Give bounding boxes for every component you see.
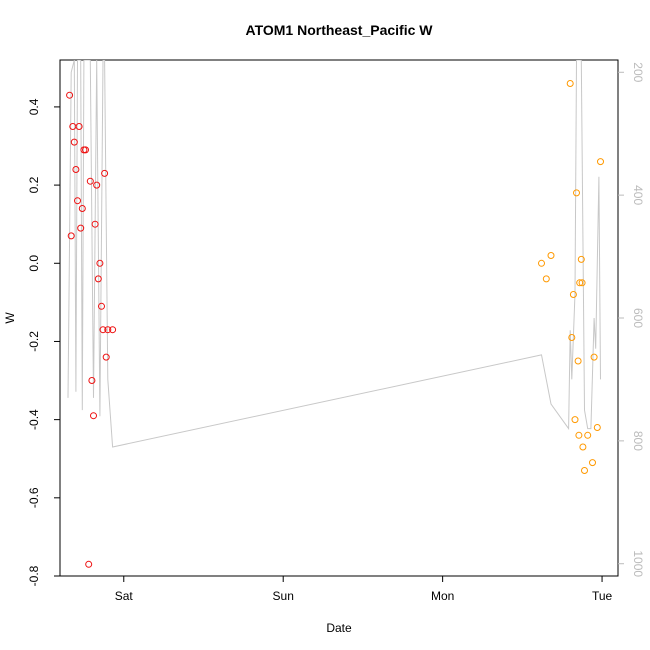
x-tick-label: Mon [431,589,454,603]
y-tick-label: 0.4 [27,98,41,115]
data-point [77,224,85,232]
data-point [91,220,99,228]
chart-title: ATOM1 Northeast_Pacific W [246,22,434,38]
data-point [99,326,107,334]
data-point [86,177,94,185]
data-point [88,377,96,384]
data-point [98,302,105,310]
x-axis-label: Date [326,621,352,635]
y-tick-label: 0.2 [27,176,41,193]
data-point [566,80,574,87]
data-point [66,91,74,99]
x-tick-label: Sun [273,589,294,603]
data-point [109,326,117,334]
y2-tick-label: 600 [631,308,645,328]
data-point [571,416,579,424]
data-point [590,353,598,361]
axes-layer: Sat Sun Mon Tue -0.8 -0.6 -0.4 -0.2 0.0 0.2 0.4 200… [27,62,645,603]
data-point [573,189,580,197]
points-layer [66,80,604,568]
y-tick-label: -0.4 [27,409,41,430]
data-point [575,431,583,439]
data-point [104,326,112,334]
data-point [568,334,576,341]
data-point [72,166,80,173]
data-point [579,443,587,451]
data-point [578,279,586,287]
data-point [82,146,89,154]
y-tick-label: -0.6 [27,487,41,508]
data-point [78,205,86,212]
data-point [75,123,83,130]
y-tick-label: 0.0 [27,255,41,272]
depth-line-layer [67,60,601,448]
data-point [90,412,97,420]
data-point [569,291,577,298]
y-axis-label: W [3,312,17,324]
data-point [74,197,81,205]
plot-area [59,59,619,577]
x-tick-label: Sat [115,589,134,603]
data-point [597,158,604,166]
data-point [574,357,582,365]
data-point [93,181,101,189]
data-point [589,459,596,467]
data-point [67,232,75,240]
data-point [576,279,584,287]
y2-tick-label: 400 [631,185,645,205]
data-point [577,255,585,263]
y2-tick-label: 1000 [631,550,645,577]
data-point [593,424,601,431]
data-point [94,275,102,283]
data-point [538,259,545,267]
depth-line [67,60,601,448]
data-point [102,353,110,361]
data-point [96,259,104,267]
y-tick-label: -0.2 [27,331,41,352]
y-tick-label: -0.8 [27,565,41,586]
data-point [70,138,78,146]
y2-tick-label: 800 [631,431,645,451]
data-point [584,431,592,439]
data-point [101,169,109,177]
y2-tick-label: 200 [631,62,645,82]
data-point [547,252,555,259]
data-point [85,560,93,568]
data-point [542,275,550,283]
x-tick-label: Tue [592,589,613,603]
data-point [581,467,588,474]
